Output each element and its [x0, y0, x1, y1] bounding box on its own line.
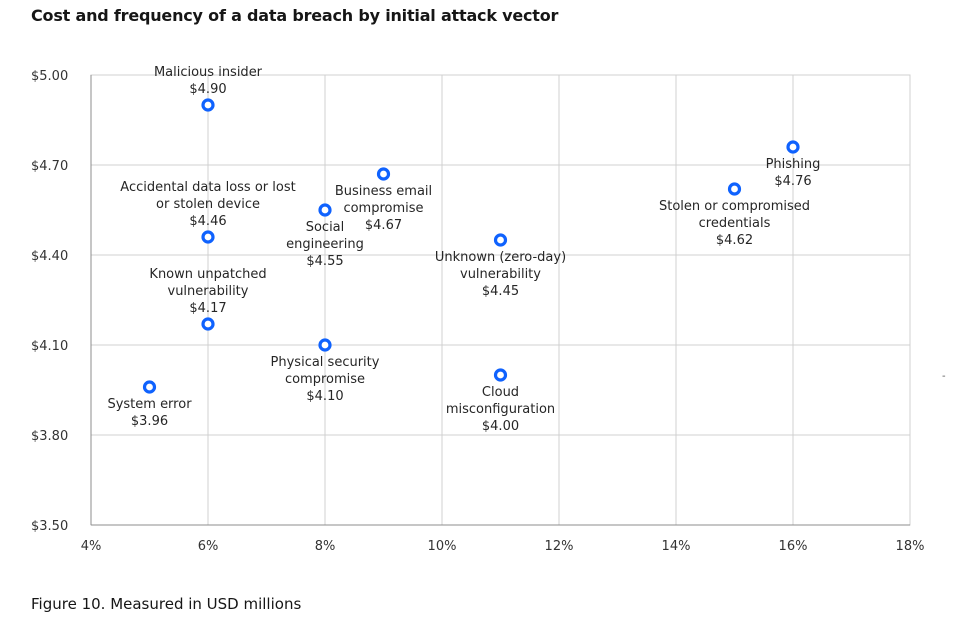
x-tick-label: 12% — [545, 539, 574, 554]
data-label: $4.90 — [189, 82, 226, 97]
data-label: vulnerability — [168, 284, 249, 299]
data-point — [318, 203, 332, 217]
data-label: $4.76 — [774, 174, 811, 189]
data-label: compromise — [343, 201, 423, 216]
data-label: misconfiguration — [446, 402, 555, 417]
x-tick-label: 16% — [779, 539, 808, 554]
x-tick-label: 4% — [81, 539, 102, 554]
data-label: Accidental data loss or lost — [120, 180, 295, 195]
data-point — [201, 230, 215, 244]
stray-mark: - — [942, 371, 946, 382]
x-tick-label: 14% — [662, 539, 691, 554]
y-tick-label: $4.70 — [31, 159, 68, 174]
data-point — [727, 182, 742, 196]
x-tick-label: 18% — [896, 539, 925, 554]
data-point — [493, 233, 508, 247]
y-tick-label: $3.50 — [31, 519, 68, 534]
data-label: Stolen or compromised — [659, 199, 810, 214]
data-label: Known unpatched — [149, 267, 266, 282]
figure-caption: Figure 10. Measured in USD millions — [31, 595, 302, 613]
data-label: $4.62 — [716, 233, 753, 248]
chart-title: Cost and frequency of a data breach by i… — [31, 6, 559, 25]
data-label: System error — [107, 397, 192, 412]
data-point — [201, 98, 215, 112]
data-label: engineering — [286, 237, 364, 252]
data-label: Cloud — [482, 385, 519, 400]
data-point — [201, 317, 215, 331]
data-label: $4.55 — [306, 254, 343, 269]
y-tick-label: $4.10 — [31, 339, 68, 354]
data-label: Unknown (zero-day) — [435, 250, 566, 265]
data-label: $3.96 — [131, 414, 168, 429]
plot-area — [90, 74, 911, 526]
data-point — [493, 368, 508, 382]
x-tick-label: 10% — [428, 539, 457, 554]
data-label: Business email — [335, 184, 432, 199]
data-label: $4.45 — [482, 284, 519, 299]
data-label: Malicious insider — [154, 65, 263, 80]
data-label: $4.67 — [365, 218, 402, 233]
y-tick-label: $4.40 — [31, 249, 68, 264]
data-point — [376, 167, 391, 181]
data-label: $4.46 — [189, 214, 226, 229]
data-label: Physical security — [271, 355, 380, 370]
y-tick-label: $5.00 — [31, 69, 68, 84]
data-point — [142, 380, 157, 394]
data-label: $4.00 — [482, 419, 519, 434]
x-tick-label: 8% — [315, 539, 336, 554]
x-tick-label: 6% — [198, 539, 219, 554]
y-tick-label: $3.80 — [31, 429, 68, 444]
data-label: $4.10 — [306, 389, 343, 404]
data-label: vulnerability — [460, 267, 541, 282]
data-point — [786, 140, 800, 154]
data-label: $4.17 — [189, 301, 226, 316]
data-label: credentials — [699, 216, 771, 231]
data-label: or stolen device — [156, 197, 260, 212]
data-point — [318, 338, 332, 352]
data-label: compromise — [285, 372, 365, 387]
data-label: Social — [306, 220, 345, 235]
data-label: Phishing — [766, 157, 821, 172]
